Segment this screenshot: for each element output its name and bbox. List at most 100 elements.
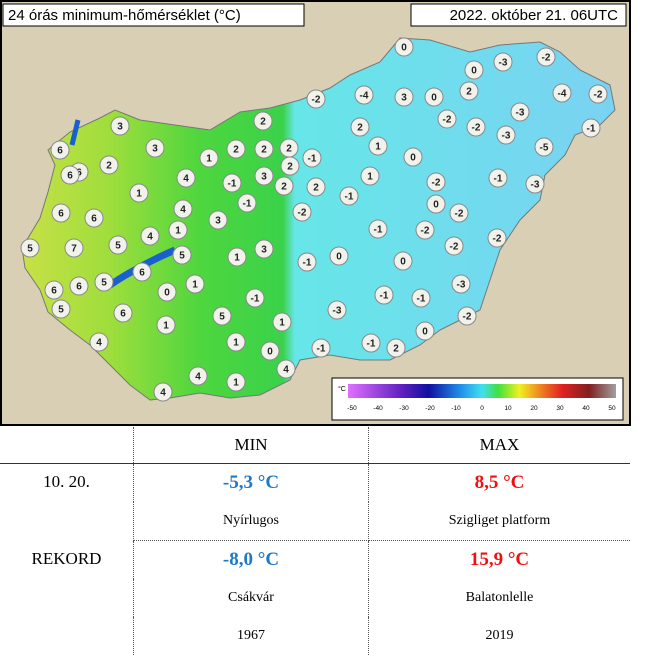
station: 1 [226,332,246,352]
station-marker [208,210,228,230]
station-marker [140,226,160,246]
time-box [410,3,627,27]
station: -1 [297,252,317,272]
station: -3 [496,125,516,145]
station: 1 [199,148,219,168]
station-value: 4 [283,365,289,376]
station: -4 [552,83,572,103]
station-value: 0 [267,347,273,358]
station-marker [329,246,349,266]
station-value: -2 [594,90,603,101]
colorbar-label: 50 [608,405,616,412]
station-marker [415,220,435,240]
station-marker [386,338,406,358]
colorbar-label: -20 [425,405,435,412]
row-label: 10. 20. [0,463,134,541]
station-marker [99,155,119,175]
station-marker [168,220,188,240]
station-marker [280,156,300,176]
station-value: -2 [312,95,321,106]
station-marker [51,299,71,319]
station-marker [226,332,246,352]
colorbar-label: 20 [530,405,538,412]
station-value: 2 [393,344,399,355]
lake [69,119,81,146]
station-value: -2 [542,53,551,64]
station: -1 [245,288,265,308]
station: -1 [374,285,394,305]
station-marker [552,83,572,103]
min-value: -5,3 °C [133,463,369,502]
station-marker [361,333,381,353]
station-marker [51,203,71,223]
station-marker [374,285,394,305]
station: 1 [360,166,380,186]
station: 2 [226,139,246,159]
station: 4 [140,226,160,246]
colorbar-label: -50 [347,405,357,412]
station-value: 2 [106,161,112,172]
min-place: Nyírlugos [133,502,369,541]
station-value: 4 [183,174,189,185]
station-marker [588,84,608,104]
station-value: 3 [215,216,221,227]
station-value: 5 [219,312,225,323]
station-value: -1 [345,192,354,203]
station-value: 2 [287,162,293,173]
station-marker [426,194,446,214]
title-box [2,3,305,27]
station: -3 [451,274,471,294]
station-marker [227,247,247,267]
records-table: MIN MAX 10. 20. -5,3 °C 8,5 °C Nyírlugos Szi… [0,427,630,655]
station-value: -2 [432,178,441,189]
station-marker [176,168,196,188]
station-marker [84,208,104,228]
station-marker [110,116,130,136]
row: Nyírlugos Szigliget platform [0,502,630,541]
station: -2 [536,47,556,67]
station-value: 6 [51,286,57,297]
row-label: REKORD [0,540,134,655]
station: -2 [437,109,457,129]
station: 6 [69,276,89,296]
row: 10. 20. -5,3 °C 8,5 °C [0,463,630,541]
station-marker [360,166,380,186]
station: 5 [94,272,114,292]
max-place: Szigliget platform [368,502,630,541]
station: -1 [411,288,431,308]
station-value: -1 [587,124,596,135]
station: 3 [394,87,414,107]
station-value: 6 [139,268,145,279]
station-marker [199,148,219,168]
station-value: -1 [374,225,383,236]
station: 2 [280,156,300,176]
station-value: 6 [120,309,126,320]
station-value: 1 [279,318,285,329]
station-value: -2 [455,209,464,220]
station-marker [311,338,331,358]
station-value: -1 [317,344,326,355]
station: 2 [350,117,370,137]
colorbar-label: 0 [480,405,484,412]
station-value: -1 [367,339,376,350]
station: 1 [185,274,205,294]
station-value: 1 [175,226,181,237]
station-value: 4 [195,372,201,383]
colorbar-label: -30 [399,405,409,412]
station: 2 [253,111,273,131]
station-marker [222,173,242,193]
station-value: -3 [516,108,525,119]
station-value: 3 [117,122,123,133]
corner-cell [0,427,134,464]
station: 1 [168,220,188,240]
min-place: Csákvár [133,579,369,617]
row: 1967 2019 [0,617,630,655]
station-marker [108,235,128,255]
station-marker [368,136,388,156]
colorbar-unit: °C [338,385,346,393]
station: 6 [113,303,133,323]
station: -3 [510,102,530,122]
station-marker [354,85,374,105]
station-marker [50,140,70,160]
station-value: 4 [147,232,153,243]
